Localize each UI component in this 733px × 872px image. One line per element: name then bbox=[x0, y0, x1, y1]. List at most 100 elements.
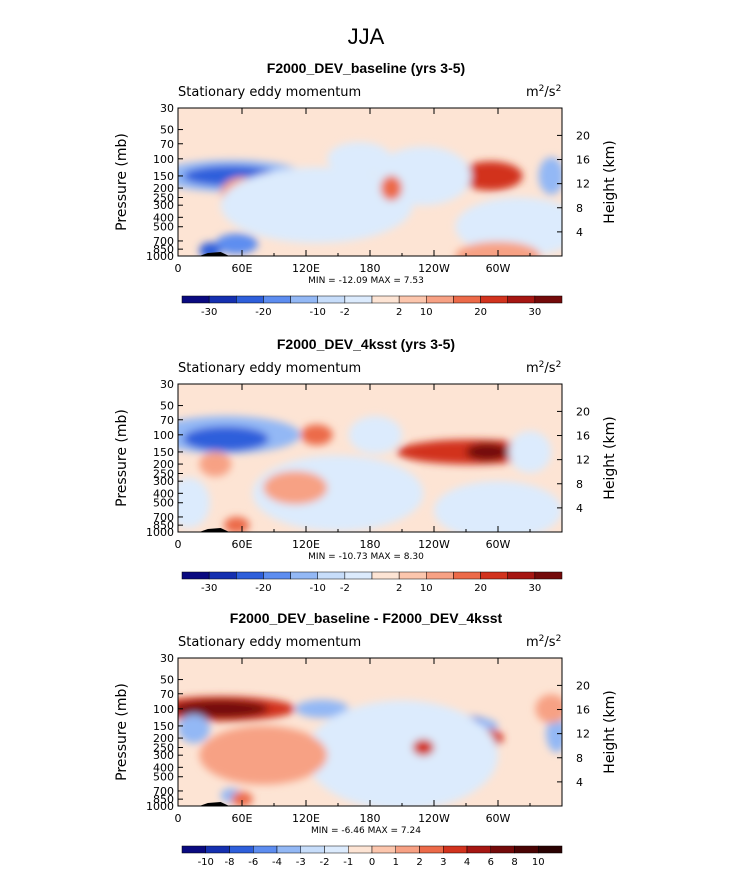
colorbar-box bbox=[324, 845, 349, 854]
y-tick-label: 150 bbox=[153, 170, 174, 183]
colorbar-box bbox=[398, 295, 427, 304]
y-tick-label: 500 bbox=[153, 221, 174, 234]
y-tick-label: 70 bbox=[160, 138, 174, 151]
colorbar: -30 -20 -10 -2 2 10 20 30 bbox=[181, 295, 563, 318]
y2-tick-label: 16 bbox=[576, 430, 590, 443]
y-tick-label: 50 bbox=[160, 400, 174, 413]
colorbar: -10 -8 -6 -4 -3 -2 -1 0 1 2 3 4 6 8 10 bbox=[181, 845, 563, 868]
min-max-stats: MIN = -10.73 MAX = 8.30 bbox=[308, 552, 424, 562]
colorbar-label: 6 bbox=[488, 857, 494, 868]
y-tick-label: 850 bbox=[153, 243, 174, 256]
y2-tick-label: 20 bbox=[576, 405, 590, 418]
colorbar-box bbox=[426, 295, 454, 304]
colorbar-box bbox=[453, 571, 481, 580]
colorbar-box bbox=[344, 571, 373, 580]
colorbar-box bbox=[276, 845, 301, 854]
units-label: m2/s2 bbox=[526, 84, 561, 100]
heatmap-cell bbox=[183, 426, 269, 452]
colorbar-box bbox=[181, 571, 210, 580]
colorbar-label: -2 bbox=[320, 857, 330, 868]
y-tick-label: 70 bbox=[160, 414, 174, 427]
colorbar-box bbox=[534, 295, 563, 304]
x-tick-label: 60W bbox=[486, 538, 511, 551]
y2-tick-label: 20 bbox=[576, 129, 590, 142]
y-axis-label: Pressure (mb) bbox=[114, 409, 130, 507]
heatmap-cell bbox=[455, 241, 541, 256]
x-tick-label: 0 bbox=[175, 538, 182, 551]
heatmap-cell bbox=[380, 175, 403, 201]
x-tick-label: 120W bbox=[418, 538, 450, 551]
y-axis-label: Pressure (mb) bbox=[114, 133, 130, 231]
colorbar-label: -1 bbox=[343, 857, 353, 868]
colorbar-label: -2 bbox=[340, 307, 350, 318]
y2-tick-label: 12 bbox=[576, 454, 590, 467]
heatmap-cell bbox=[295, 699, 349, 718]
y-tick-label: 50 bbox=[160, 674, 174, 687]
heatmap-cell bbox=[263, 471, 328, 505]
y-tick-label: 200 bbox=[153, 458, 174, 471]
x-tick-label: 60E bbox=[232, 538, 253, 551]
topography bbox=[199, 528, 230, 532]
x-tick-label: 120E bbox=[292, 538, 320, 551]
heatmap-cell bbox=[178, 477, 210, 528]
colorbar-box bbox=[395, 845, 420, 854]
colorbar-box bbox=[534, 571, 563, 580]
colorbar-box bbox=[263, 571, 291, 580]
colorbar-label: 2 bbox=[396, 583, 402, 594]
y-tick-label: 200 bbox=[153, 182, 174, 195]
colorbar-box bbox=[371, 845, 396, 854]
heatmap-cell bbox=[300, 424, 333, 446]
x-tick-label: 120E bbox=[292, 812, 320, 825]
y-tick-label: 1000 bbox=[146, 800, 174, 813]
colorbar-label: -10 bbox=[310, 307, 326, 318]
y2-tick-label: 12 bbox=[576, 728, 590, 741]
colorbar-label: 2 bbox=[416, 857, 422, 868]
y-tick-label: 50 bbox=[160, 124, 174, 137]
colorbar-label: 10 bbox=[532, 857, 545, 868]
colorbar-box bbox=[453, 295, 481, 304]
colorbar-label: 0 bbox=[369, 857, 375, 868]
colorbar-label: -20 bbox=[255, 583, 271, 594]
y2-tick-label: 12 bbox=[576, 178, 590, 191]
x-tick-label: 180 bbox=[360, 262, 381, 275]
y-axis-label: Pressure (mb) bbox=[114, 683, 130, 781]
min-max-stats: MIN = -12.09 MAX = 7.53 bbox=[308, 276, 424, 286]
heatmap-cell bbox=[412, 739, 435, 756]
heatmap-cell bbox=[178, 699, 269, 718]
colorbar-box bbox=[538, 845, 563, 854]
colorbar-box bbox=[208, 571, 237, 580]
y2-axis-label: Height (km) bbox=[602, 416, 618, 499]
heatmap-cell bbox=[348, 416, 403, 454]
figure-title: JJA bbox=[348, 24, 385, 49]
y-tick-label: 850 bbox=[153, 519, 174, 532]
colorbar-label: 2 bbox=[396, 307, 402, 318]
x-tick-label: 0 bbox=[175, 262, 182, 275]
colorbar-label: 3 bbox=[440, 857, 446, 868]
colorbar-label: 8 bbox=[511, 857, 517, 868]
colorbar-label: 4 bbox=[464, 857, 470, 868]
panel-1: F2000_DEV_baseline (yrs 3-5) Stationary e… bbox=[114, 60, 618, 318]
panel-subtitle: Stationary eddy momentum bbox=[178, 635, 361, 650]
colorbar-label: 20 bbox=[474, 307, 487, 318]
colorbar-box bbox=[208, 295, 237, 304]
y-tick-label: 30 bbox=[160, 102, 174, 115]
colorbar-label: 1 bbox=[393, 857, 399, 868]
colorbar-box bbox=[514, 845, 539, 854]
colorbar-box bbox=[371, 571, 400, 580]
heatmap-cell bbox=[327, 142, 392, 176]
y-tick-label: 250 bbox=[153, 191, 174, 204]
colorbar-label: 30 bbox=[528, 307, 541, 318]
colorbar-box bbox=[348, 845, 373, 854]
y-tick-label: 150 bbox=[153, 446, 174, 459]
x-tick-label: 60E bbox=[232, 812, 253, 825]
y-tick-label: 300 bbox=[153, 749, 174, 762]
y-tick-label: 100 bbox=[153, 153, 174, 166]
colorbar-box bbox=[263, 295, 291, 304]
heatmap-cell bbox=[215, 233, 258, 255]
y-tick-label: 250 bbox=[153, 741, 174, 754]
panel-title: F2000_DEV_baseline (yrs 3-5) bbox=[267, 60, 465, 76]
colorbar-box bbox=[426, 571, 454, 580]
heatmap-cell bbox=[434, 481, 562, 532]
y2-axis-label: Height (km) bbox=[602, 690, 618, 773]
y-tick-label: 100 bbox=[153, 703, 174, 716]
